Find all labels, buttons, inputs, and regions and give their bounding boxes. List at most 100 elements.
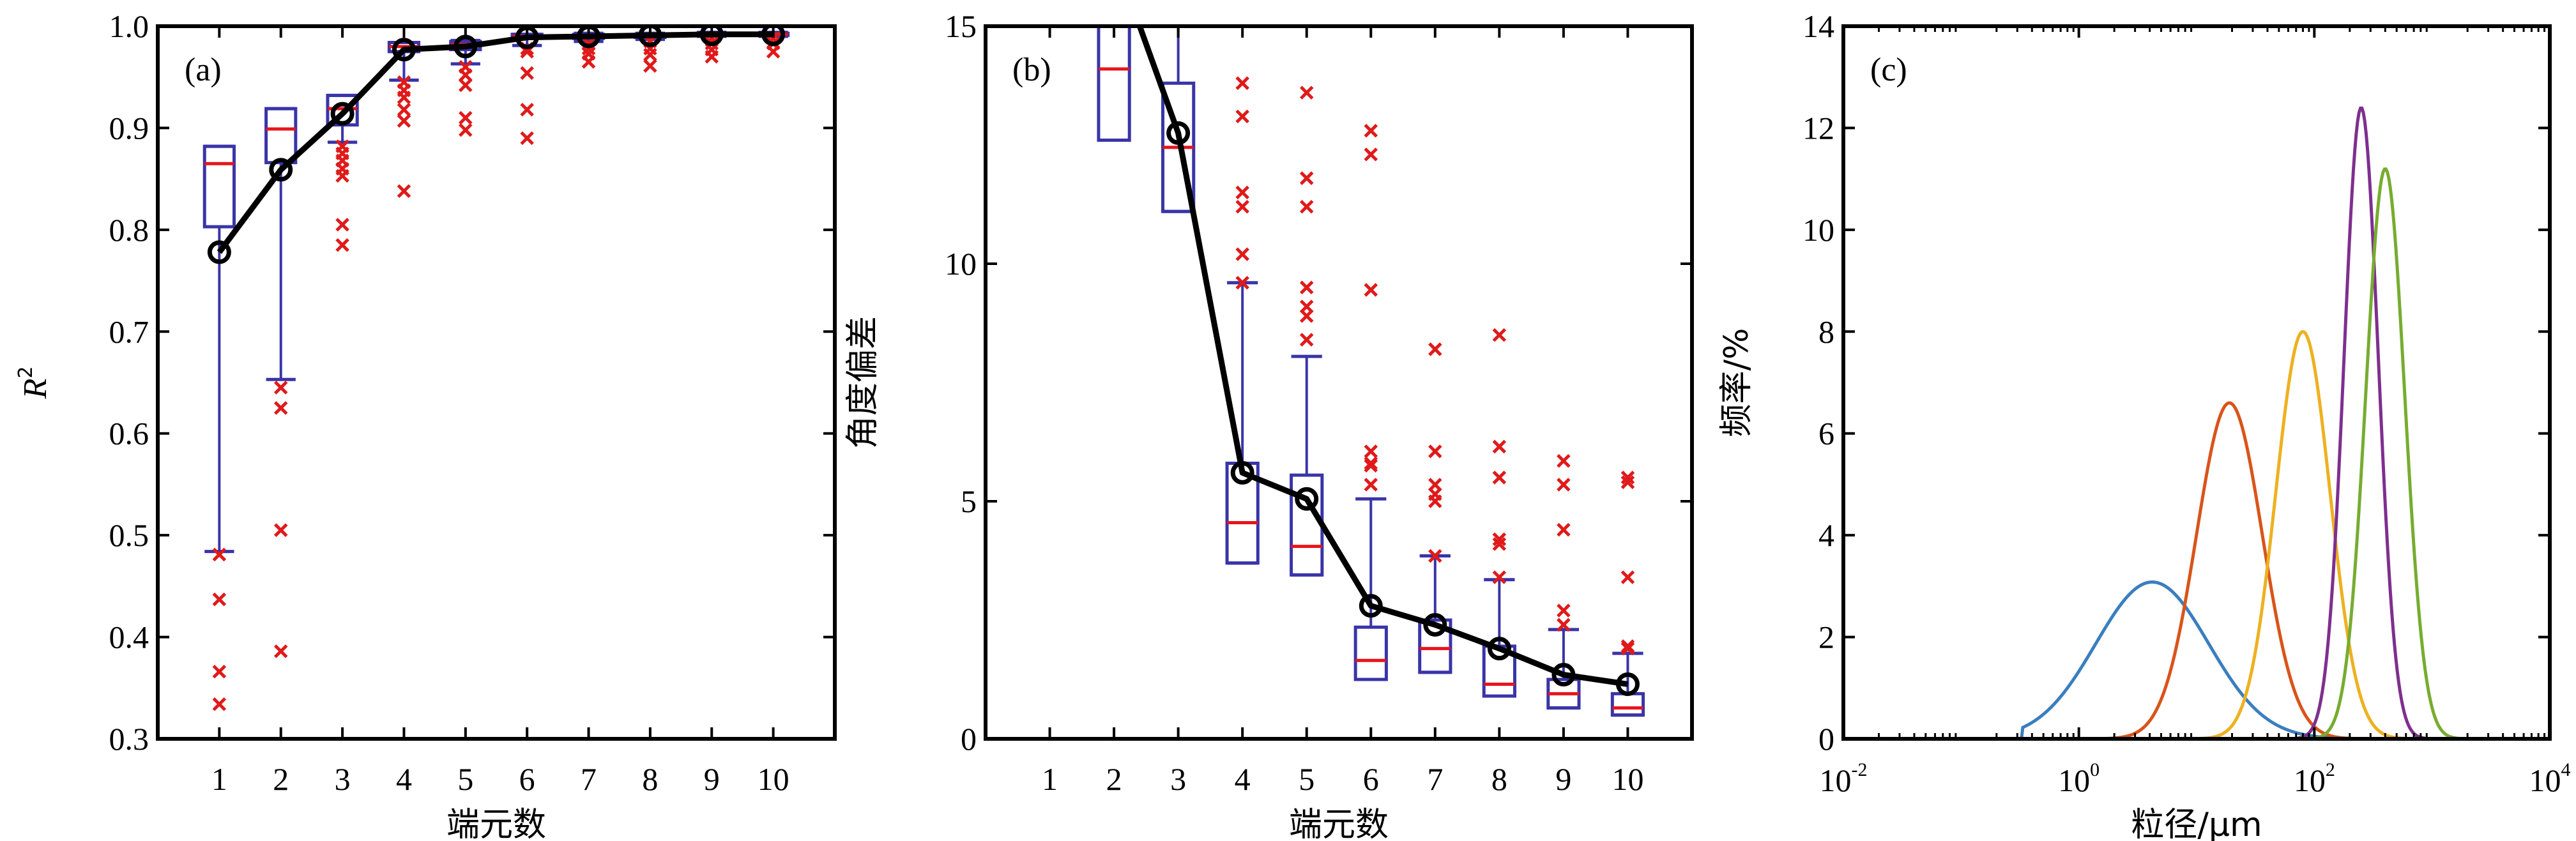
outlier-marker (273, 381, 288, 395)
outlier-x-stroke (397, 90, 411, 105)
outlier-marker (212, 592, 227, 607)
plot-area (1843, 106, 2550, 739)
outlier-marker (1492, 439, 1507, 454)
outlier-x-stroke (1428, 494, 1442, 508)
x-tick-label: 102 (2294, 759, 2335, 798)
outlier-marker (1364, 148, 1378, 162)
outlier-x-stroke (1492, 570, 1507, 584)
outlier-x-stroke (335, 238, 349, 252)
outlier-marker (1620, 475, 1635, 490)
outlier-marker (1235, 109, 1249, 124)
outlier-marker (643, 47, 657, 62)
y-tick-label: 0 (961, 721, 977, 757)
panel-b-chart: 1 2 3 4 5 6 7 8 9 10 0 5 10 15 (b) 端元数 角度偏差 (844, 8, 1694, 841)
mean-point (1615, 672, 1640, 696)
x-tick-label: 10-2 (1820, 759, 1868, 798)
y-tick-label: 8 (1818, 314, 1834, 349)
outlier-marker (1299, 171, 1314, 185)
outlier-x-stroke (1492, 532, 1507, 547)
outlier-x-stroke (520, 102, 534, 117)
outlier-x-stroke (1364, 458, 1378, 473)
outlier-x-stroke (1557, 603, 1571, 617)
outlier-x-stroke (1557, 522, 1571, 537)
x-tick-base: 10 (2529, 762, 2561, 798)
y-tick-label: 5 (961, 483, 977, 519)
outlier-marker (520, 66, 534, 80)
outlier-x-stroke (1364, 478, 1378, 492)
outlier-x-stroke (273, 523, 288, 537)
outlier-marker (1299, 199, 1314, 214)
outlier-x-stroke (1620, 475, 1635, 490)
plot-area (1097, 26, 1645, 717)
box-9 (1546, 453, 1581, 710)
y-tick-label: 0.4 (109, 619, 149, 655)
x-tick-label: 9 (704, 761, 720, 797)
y-tick-label: 14 (1802, 8, 1834, 44)
outlier-x-stroke (1235, 199, 1249, 214)
x-tick-label: 6 (519, 761, 535, 797)
y-tick-label: 0.8 (109, 212, 149, 248)
outlier-x-stroke (643, 59, 657, 73)
outlier-x-stroke (1299, 199, 1314, 214)
x-tick-label: 3 (335, 761, 351, 797)
y-axis-title: 频率/% (1718, 328, 1756, 437)
x-tick-exponent: 2 (2326, 759, 2335, 780)
outlier-marker (1620, 570, 1635, 584)
x-tick-label: 8 (1491, 761, 1507, 797)
panel-label: (a) (185, 52, 222, 88)
series-line-em1 (1843, 580, 2550, 739)
x-tick-exponent: 4 (2561, 759, 2571, 780)
mean-point (392, 38, 416, 62)
outlier-x-stroke (1364, 123, 1378, 138)
outlier-marker (1428, 342, 1442, 356)
y-axis-title-superscript: 2 (15, 367, 37, 379)
outlier-x-stroke (459, 123, 473, 137)
x-tick-label: 5 (1299, 761, 1315, 797)
outlier-marker (1428, 444, 1442, 458)
outlier-x-stroke (1364, 456, 1378, 471)
outlier-marker (520, 131, 534, 146)
x-tick-label: 2 (1106, 761, 1122, 797)
outlier-x-stroke (1428, 444, 1442, 458)
outlier-x-stroke (1364, 444, 1378, 458)
outlier-marker (1620, 641, 1635, 656)
x-tick-label: 8 (642, 761, 658, 797)
x-tick-label: 3 (1170, 761, 1186, 797)
x-tick-label: 10 (758, 761, 789, 797)
series-line-em5 (1843, 167, 2550, 739)
outlier-x-stroke (581, 55, 596, 69)
x-tick-label: 10 (1612, 761, 1643, 797)
x-tick-label: 7 (1427, 761, 1443, 797)
outlier-marker (1364, 478, 1378, 492)
outlier-x-stroke (1620, 471, 1635, 485)
y-tick-label: 6 (1818, 416, 1834, 451)
y-tick-label: 0.5 (109, 517, 149, 553)
outlier-marker (1299, 280, 1314, 294)
mean-point (1230, 460, 1254, 485)
outlier-marker (766, 45, 781, 59)
outlier-x-stroke (459, 68, 473, 82)
box-8 (1482, 328, 1516, 698)
outlier-marker (1364, 283, 1378, 297)
outlier-x-stroke (1235, 247, 1249, 261)
box-iqr (1418, 618, 1452, 674)
outlier-marker (1492, 532, 1507, 547)
mean-point (761, 26, 786, 47)
x-tick-label: 4 (1235, 761, 1251, 797)
outlier-marker (459, 123, 473, 137)
outlier-x-stroke (1364, 283, 1378, 297)
x-tick-label: 1 (211, 761, 227, 797)
outlier-marker (1235, 76, 1249, 91)
outlier-marker (1620, 471, 1635, 485)
outlier-x-stroke (705, 50, 719, 64)
outlier-x-stroke (1235, 109, 1249, 124)
x-tick-label: 104 (2529, 759, 2571, 798)
outlier-x-stroke (273, 644, 288, 658)
box-6 (510, 33, 544, 146)
x-tick-label: 7 (581, 761, 597, 797)
outlier-x-stroke (1492, 439, 1507, 454)
outlier-marker (1299, 86, 1314, 100)
outlier-marker (397, 102, 411, 117)
outlier-marker (1557, 522, 1571, 537)
